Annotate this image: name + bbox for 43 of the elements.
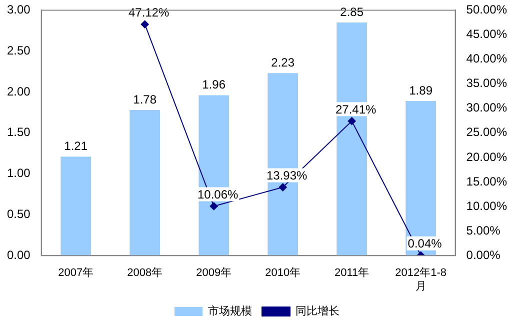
y2-tick-label: 35.00% xyxy=(466,76,508,90)
y-tick-label: 2.50 xyxy=(6,43,31,58)
y2-tick-label: 0.00% xyxy=(466,248,501,262)
x-tick-label: 2009年 xyxy=(196,267,232,280)
data-label: 1.78 xyxy=(133,92,157,106)
y2-tick-label: 5.00% xyxy=(466,223,501,238)
y-tick-label: 2.00 xyxy=(6,84,31,98)
data-label: 2.85 xyxy=(340,4,364,19)
x-tick-label: 2011年 xyxy=(334,267,370,280)
bar xyxy=(130,110,160,256)
data-label: 2.23 xyxy=(271,56,295,70)
y2-tick-label: 15.00% xyxy=(466,174,508,188)
y2-tick-label: 20.00% xyxy=(466,150,508,164)
y-tick-label: 0.00 xyxy=(6,248,31,262)
y2-tick-label: 25.00% xyxy=(466,125,508,140)
x-tick-label: 2010年 xyxy=(265,267,301,280)
data-label: 27.41% xyxy=(335,102,376,116)
data-label: 13.93% xyxy=(266,168,308,183)
data-label: 1.96 xyxy=(202,78,226,92)
point xyxy=(278,183,287,192)
x-tick-label: 2008年 xyxy=(127,267,163,280)
y-tick-label: 3.00 xyxy=(6,2,31,17)
point xyxy=(348,117,356,126)
data-label: 0.04% xyxy=(408,236,442,251)
y2-tick-label: 45.00% xyxy=(466,27,508,42)
x-tick-label: 2012年1-8月 xyxy=(395,267,446,292)
y2-tick-label: 30.00% xyxy=(466,100,508,115)
data-label: 1.89 xyxy=(409,83,433,98)
point xyxy=(140,20,149,28)
y2-tick-label: 10.00% xyxy=(466,198,508,213)
legend-label: 市场规模 xyxy=(208,304,252,318)
bar xyxy=(60,156,92,256)
data-label: 47.12% xyxy=(128,6,170,20)
y-tick-label: 1.50 xyxy=(6,125,31,140)
legend-label: 同比增长 xyxy=(296,304,340,318)
data-label: 1.21 xyxy=(64,138,88,153)
y2-tick-label: 50.00% xyxy=(466,2,508,17)
y-tick-label: 1.00 xyxy=(6,166,31,180)
data-label: 10.06% xyxy=(197,188,239,202)
y2-tick-label: 40.00% xyxy=(466,52,508,66)
y-tick-label: 0.50 xyxy=(6,207,31,222)
point xyxy=(210,202,218,210)
x-tick-label: 2007年 xyxy=(58,267,94,280)
